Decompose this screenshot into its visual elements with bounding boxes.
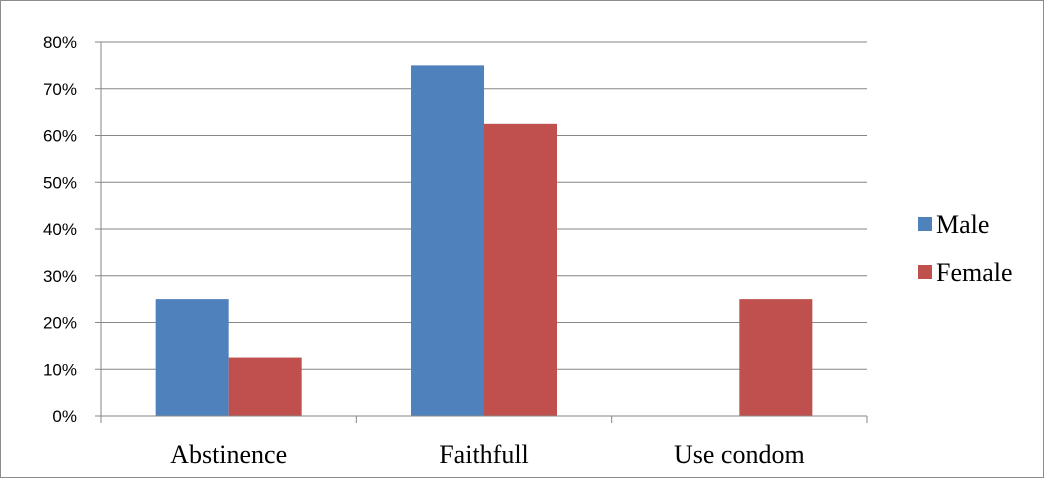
y-tick-label: 50% [43,173,77,192]
y-tick-label: 0% [52,407,77,426]
legend-label-male: Male [936,210,989,239]
x-tick-label: Faithfull [439,440,529,469]
x-tick-labels: Abstinence Faithfull Use condom [170,440,805,469]
y-tick-label: 20% [43,314,77,333]
y-tick-labels: 0% 10% 20% 30% 40% 50% 60% 70% 80% [43,33,77,426]
legend-swatch-male [918,217,932,231]
y-tick-label: 40% [43,220,77,239]
legend-label-female: Female [936,258,1013,287]
axes [95,41,868,423]
y-tick-label: 80% [43,33,77,52]
x-tick-label: Abstinence [170,440,287,469]
x-tick-label: Use condom [674,440,805,469]
y-tick-label: 70% [43,80,77,99]
y-tick-label: 30% [43,267,77,286]
bar-female-abstinence [228,357,302,416]
legend: Male Female [918,210,1013,287]
bar-male-abstinence [155,299,229,416]
bars [155,65,813,416]
bar-female-faithfull [484,123,557,416]
y-tick-label: 10% [43,360,77,379]
bar-male-faithfull [411,65,484,416]
bar-female-use-condom [739,299,813,416]
y-tick-label: 60% [43,127,77,146]
legend-swatch-female [918,265,932,279]
